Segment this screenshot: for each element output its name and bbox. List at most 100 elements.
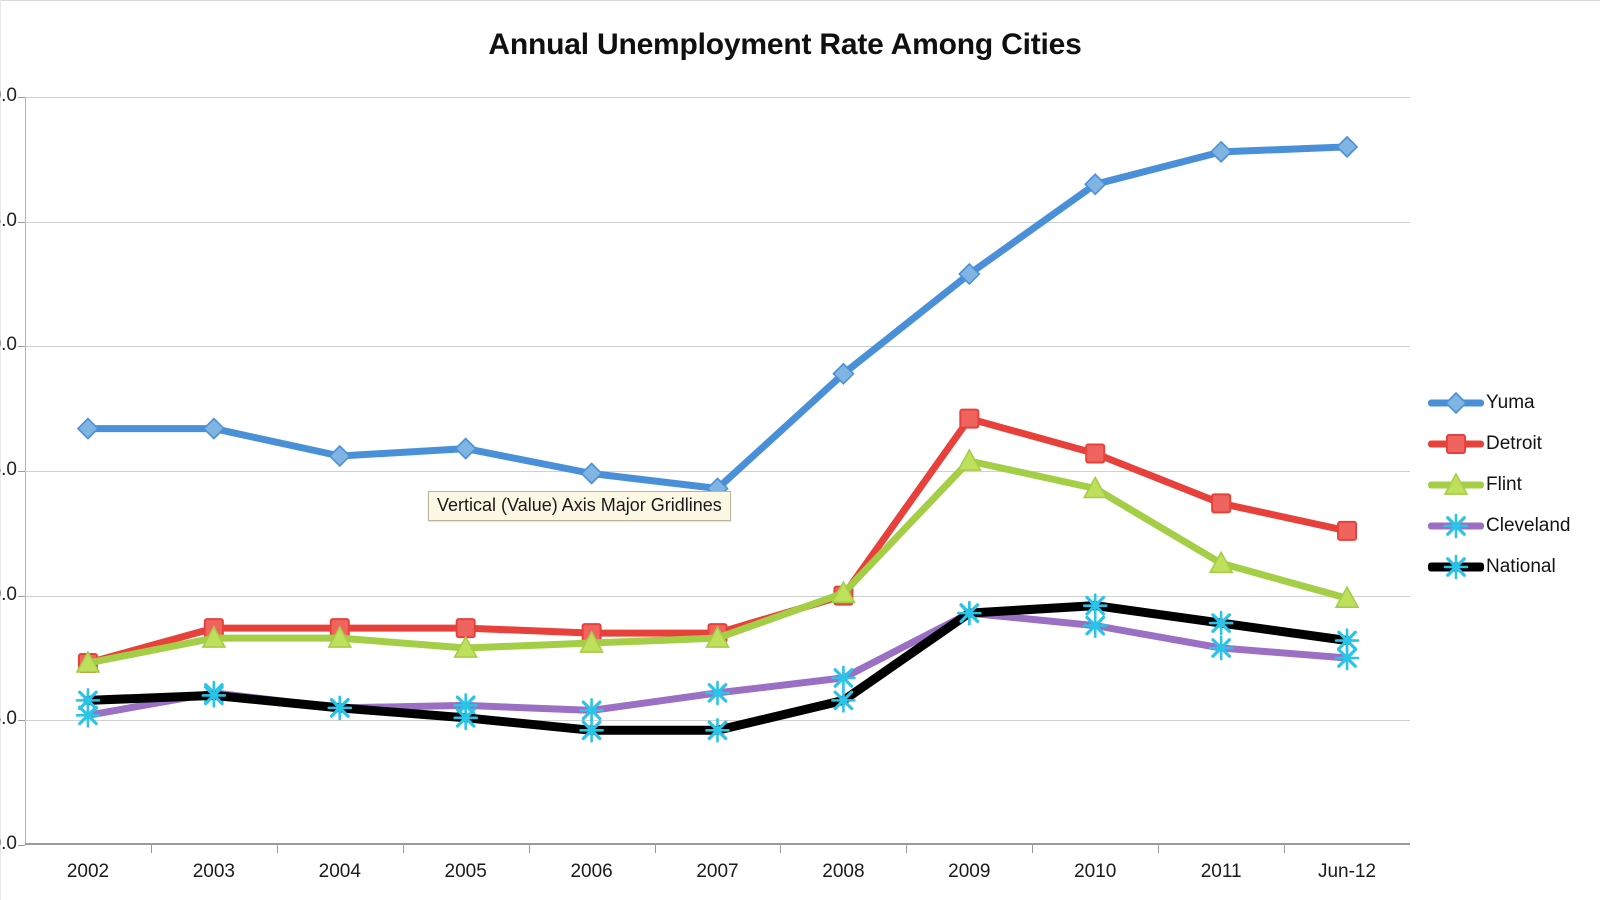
data-point-detroit-Jun-12[interactable] bbox=[1337, 520, 1358, 541]
value-axis-tick bbox=[18, 720, 25, 722]
data-point-yuma-Jun-12[interactable] bbox=[1335, 135, 1359, 158]
gridline[interactable] bbox=[25, 97, 1410, 98]
data-point-yuma-2003[interactable] bbox=[202, 417, 225, 440]
data-point-flint-2006[interactable] bbox=[579, 630, 604, 653]
value-axis-label-text: 20.0 bbox=[0, 334, 17, 356]
value-axis-label: 20.0 bbox=[0, 334, 17, 356]
value-axis-tick bbox=[18, 845, 25, 846]
value-axis-label: 0.0 bbox=[0, 833, 17, 855]
data-point-yuma-2002[interactable] bbox=[76, 417, 100, 440]
series-yuma[interactable] bbox=[76, 135, 1359, 500]
legend-marker-detroit bbox=[1446, 433, 1466, 454]
data-point-flint-2011[interactable] bbox=[1208, 550, 1234, 574]
category-label-2004: 2004 bbox=[318, 861, 361, 882]
category-label-2009: 2009 bbox=[948, 861, 991, 882]
legend-marker-yuma bbox=[1444, 391, 1468, 414]
value-axis-label: 15.0 bbox=[0, 459, 17, 481]
data-point-detroit-2009[interactable] bbox=[959, 408, 980, 429]
category-axis-tick bbox=[402, 844, 404, 853]
legend-item-cleveland[interactable]: Cleveland bbox=[1428, 505, 1600, 546]
legend-label-flint: Flint bbox=[1486, 473, 1522, 495]
category-label-2002: 2002 bbox=[66, 861, 110, 882]
legend-swatch-national bbox=[1428, 554, 1484, 579]
category-axis-line bbox=[25, 843, 1410, 845]
series-flint[interactable] bbox=[75, 448, 1360, 673]
category-axis-tick bbox=[276, 844, 278, 853]
value-axis-label-text: 5.0 bbox=[0, 708, 17, 730]
value-axis-label-text: 30.0 bbox=[0, 85, 17, 106]
data-point-flint-Jun-12[interactable] bbox=[1334, 585, 1360, 608]
legend-marker-glyph-yuma[interactable] bbox=[1444, 391, 1468, 414]
category-label-jun-12: Jun-12 bbox=[1317, 861, 1377, 882]
data-point-flint-2004[interactable] bbox=[327, 625, 353, 648]
series-line-yuma[interactable] bbox=[84, 143, 1351, 492]
data-point-detroit-2010[interactable] bbox=[1085, 443, 1106, 464]
data-point-flint-2007[interactable] bbox=[705, 625, 730, 648]
data-point-yuma-2010[interactable] bbox=[1084, 173, 1107, 196]
data-point-yuma-2005[interactable] bbox=[454, 437, 477, 460]
data-point-flint-2002[interactable] bbox=[75, 650, 101, 673]
data-point-flint-2003[interactable] bbox=[201, 625, 227, 648]
series-cleveland[interactable] bbox=[75, 600, 1360, 728]
category-axis-tick bbox=[528, 844, 530, 853]
legend-marker-glyph-flint[interactable] bbox=[1443, 471, 1469, 495]
category-label-2010: 2010 bbox=[1074, 861, 1117, 882]
legend-marker-national bbox=[1443, 554, 1469, 579]
category-label-2007: 2007 bbox=[696, 861, 739, 882]
legend-label-cleveland: Cleveland bbox=[1486, 514, 1571, 536]
category-axis-labels: 2002 2003 2004 2005 2006 2007 2008 2009 2010 2011… bbox=[25, 847, 1410, 892]
data-point-detroit-2005[interactable] bbox=[455, 618, 476, 639]
data-point-flint-2010[interactable] bbox=[1082, 475, 1108, 499]
value-axis-label-text: 0.0 bbox=[0, 833, 17, 854]
category-axis-tick bbox=[1032, 844, 1034, 853]
value-axis-tick bbox=[18, 221, 25, 223]
category-axis-tick bbox=[1284, 844, 1286, 853]
data-point-yuma-2008[interactable] bbox=[832, 362, 855, 385]
value-axis-tick bbox=[18, 97, 25, 98]
legend-swatch-yuma bbox=[1428, 391, 1484, 414]
legend-item-flint[interactable]: Flint bbox=[1428, 464, 1600, 505]
value-axis-label-text: 25.0 bbox=[0, 209, 17, 231]
chart-title: Annual Unemployment Rate Among Cities bbox=[488, 28, 1082, 61]
chart-object-top-border bbox=[0, 0, 1600, 1]
gridline[interactable] bbox=[25, 595, 1410, 597]
legend-marker-glyph-detroit[interactable] bbox=[1446, 433, 1466, 454]
chart-object-left-border bbox=[0, 0, 1, 900]
value-axis-tick bbox=[18, 471, 25, 472]
category-axis-tick bbox=[1158, 844, 1160, 853]
category-label-2008: 2008 bbox=[822, 861, 865, 882]
legend-label-yuma: Yuma bbox=[1486, 391, 1535, 413]
value-axis-label: 30.0 bbox=[0, 85, 17, 107]
legend-swatch-flint bbox=[1428, 471, 1484, 495]
legend-swatch-cleveland bbox=[1428, 513, 1484, 538]
value-axis-label: 5.0 bbox=[0, 708, 17, 730]
series-plot bbox=[75, 135, 1360, 743]
data-point-detroit-2011[interactable] bbox=[1211, 493, 1232, 514]
legend-item-yuma[interactable]: Yuma bbox=[1428, 382, 1600, 423]
category-axis-tick bbox=[906, 844, 908, 853]
legend-item-detroit[interactable]: Detroit bbox=[1428, 423, 1600, 464]
value-axis-tick bbox=[18, 595, 25, 597]
value-axis-label-text: 15.0 bbox=[0, 459, 17, 480]
legend-label-detroit: Detroit bbox=[1486, 432, 1542, 454]
category-axis-tick bbox=[654, 844, 656, 853]
data-point-flint-2008[interactable] bbox=[831, 580, 856, 603]
data-point-yuma-2011[interactable] bbox=[1210, 140, 1233, 163]
data-point-yuma-2009[interactable] bbox=[958, 262, 981, 286]
gridline[interactable] bbox=[25, 471, 1410, 472]
data-point-yuma-2004[interactable] bbox=[328, 444, 351, 468]
plot-area: 0.0 5.0 10.0 15.0 20.0 25.0 30.0 bbox=[0, 85, 1410, 854]
value-axis-label: 10.0 bbox=[0, 584, 17, 606]
value-axis-tick bbox=[18, 346, 25, 348]
data-point-flint-2005[interactable] bbox=[453, 635, 479, 658]
chart-legend[interactable]: Yuma Detroit Flint Cleveland National bbox=[1428, 382, 1600, 587]
data-point-flint-2009[interactable] bbox=[956, 448, 982, 471]
gridline[interactable] bbox=[25, 346, 1410, 348]
legend-item-national[interactable]: National bbox=[1428, 546, 1600, 587]
legend-marker-flint bbox=[1443, 471, 1469, 495]
gridline[interactable] bbox=[25, 221, 1410, 223]
series-national[interactable] bbox=[75, 593, 1360, 743]
value-axis-label-text: 10.0 bbox=[0, 583, 17, 605]
data-point-yuma-2006[interactable] bbox=[580, 462, 603, 485]
